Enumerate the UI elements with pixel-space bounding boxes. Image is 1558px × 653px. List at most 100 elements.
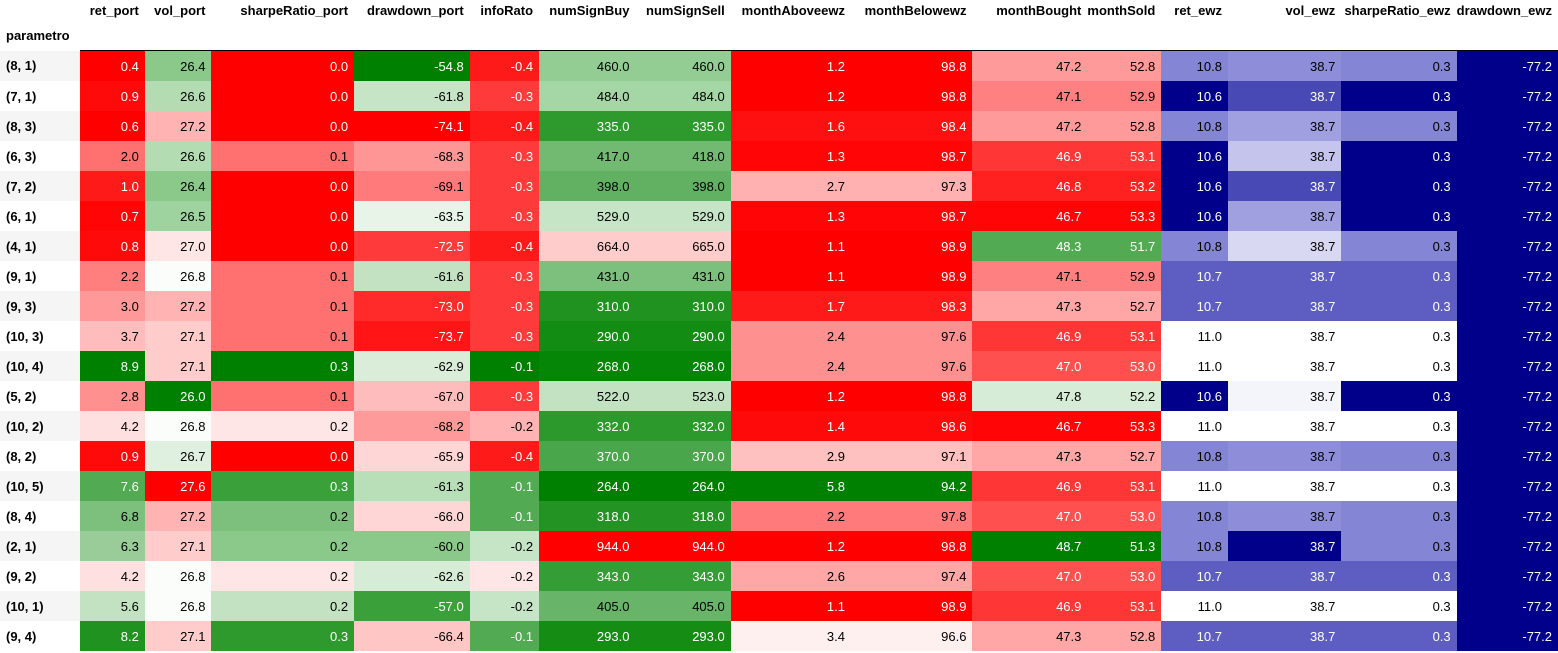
- cell-numSignBuy: 405.0: [539, 591, 636, 621]
- cell-numSignBuy: 268.0: [539, 351, 636, 381]
- column-header-drawdown_port: drawdown_port: [366, 2, 464, 18]
- cell-monthBought: 46.7: [972, 201, 1088, 231]
- cell-ret_ewz: 11.0: [1161, 351, 1228, 381]
- row-index-label: (7, 2): [0, 171, 81, 201]
- cell-monthSold: 53.0: [1087, 351, 1162, 381]
- cell-vol_ewz: 38.7: [1227, 171, 1342, 201]
- cell-numSignSell: 665.0: [635, 231, 731, 261]
- cell-drawdown_port: -62.9: [354, 351, 470, 381]
- cell-vol_ewz: 38.7: [1227, 81, 1342, 111]
- cell-ret_ewz: 10.7: [1161, 561, 1228, 591]
- cell-ret_port: 0.6: [80, 111, 145, 141]
- table-row: (6, 1) 0.7 26.5 0.0 -63.5 -0.3 529.0 529.0 1.3 98…: [0, 201, 1558, 231]
- table-row: (2, 1) 6.3 27.1 0.2 -60.0 -0.2 944.0 944.0 1.2 98…: [0, 531, 1558, 561]
- cell-monthBelowewz: 98.9: [850, 591, 973, 621]
- table-row: (10, 2) 4.2 26.8 0.2 -68.2 -0.2 332.0 332.0 1.4 9…: [0, 411, 1558, 441]
- column-header-infoRato: infoRato: [480, 2, 534, 18]
- cell-ret_port: 2.0: [80, 141, 145, 171]
- cell-vol_ewz: 38.7: [1227, 201, 1342, 231]
- cell-infoRato: -0.3: [469, 381, 540, 411]
- cell-sharpeRatio_port: 0.1: [211, 321, 355, 351]
- cell-monthBought: 47.2: [972, 111, 1088, 141]
- cell-monthSold: 53.1: [1087, 141, 1162, 171]
- cell-drawdown_ewz: -77.2: [1456, 171, 1558, 201]
- table-row: (8, 3) 0.6 27.2 0.0 -74.1 -0.4 335.0 335.0 1.6 98…: [0, 111, 1558, 141]
- cell-ret_port: 6.3: [80, 531, 145, 561]
- cell-numSignBuy: 431.0: [539, 261, 636, 291]
- cell-ret_ewz: 11.0: [1161, 471, 1228, 501]
- row-index-label: (6, 3): [0, 141, 81, 171]
- cell-sharpeRatio_ewz: 0.3: [1341, 501, 1457, 531]
- cell-sharpeRatio_port: 0.2: [211, 411, 355, 441]
- cell-drawdown_port: -68.2: [354, 411, 470, 441]
- cell-vol_ewz: 38.7: [1227, 501, 1342, 531]
- cell-drawdown_port: -73.0: [354, 291, 470, 321]
- cell-vol_ewz: 38.7: [1227, 411, 1342, 441]
- cell-vol_port: 26.7: [144, 441, 212, 471]
- cell-vol_ewz: 38.7: [1227, 261, 1342, 291]
- cell-ret_port: 0.9: [80, 441, 145, 471]
- cell-drawdown_ewz: -77.2: [1456, 141, 1558, 171]
- cell-ret_port: 2.2: [80, 261, 145, 291]
- cell-sharpeRatio_port: 0.0: [211, 441, 355, 471]
- cell-ret_port: 0.8: [80, 231, 145, 261]
- cell-numSignSell: 405.0: [635, 591, 731, 621]
- cell-numSignBuy: 332.0: [539, 411, 636, 441]
- cell-infoRato: -0.4: [469, 50, 540, 81]
- cell-monthAboveewz: 1.2: [730, 381, 851, 411]
- cell-drawdown_ewz: -77.2: [1456, 291, 1558, 321]
- cell-drawdown_ewz: -77.2: [1456, 50, 1558, 81]
- cell-infoRato: -0.3: [469, 291, 540, 321]
- cell-drawdown_ewz: -77.2: [1456, 81, 1558, 111]
- row-index-label: (7, 1): [0, 81, 81, 111]
- cell-vol_ewz: 38.7: [1227, 321, 1342, 351]
- table-row: (10, 4) 8.9 27.1 0.3 -62.9 -0.1 268.0 268.0 2.4 9…: [0, 351, 1558, 381]
- cell-ret_ewz: 11.0: [1161, 411, 1228, 441]
- table-body: (8, 1) 0.4 26.4 0.0 -54.8 -0.4 460.0 460.0 1.2 98…: [0, 50, 1558, 651]
- cell-drawdown_ewz: -77.2: [1456, 321, 1558, 351]
- cell-infoRato: -0.4: [469, 111, 540, 141]
- cell-monthAboveewz: 1.3: [730, 141, 851, 171]
- cell-sharpeRatio_ewz: 0.3: [1341, 531, 1457, 561]
- cell-monthSold: 51.7: [1087, 231, 1162, 261]
- cell-monthSold: 53.1: [1087, 471, 1162, 501]
- cell-sharpeRatio_port: 0.2: [211, 501, 355, 531]
- table-row: (10, 1) 5.6 26.8 0.2 -57.0 -0.2 405.0 405.0 1.1 9…: [0, 591, 1558, 621]
- column-header-sharpeRatio_ewz: sharpeRatio_ewz: [1344, 2, 1451, 18]
- cell-vol_port: 26.6: [144, 141, 212, 171]
- cell-monthBought: 48.7: [972, 531, 1088, 561]
- cell-monthAboveewz: 1.4: [730, 411, 851, 441]
- cell-ret_port: 4.2: [80, 561, 145, 591]
- cell-sharpeRatio_port: 0.0: [211, 231, 355, 261]
- cell-ret_ewz: 10.8: [1161, 50, 1228, 81]
- cell-vol_port: 26.8: [144, 261, 212, 291]
- cell-monthBelowewz: 97.6: [850, 321, 973, 351]
- cell-numSignBuy: 335.0: [539, 111, 636, 141]
- cell-vol_ewz: 38.7: [1227, 621, 1342, 651]
- column-header-vol_ewz: vol_ewz: [1285, 2, 1336, 18]
- cell-monthSold: 53.0: [1087, 501, 1162, 531]
- cell-infoRato: -0.3: [469, 171, 540, 201]
- cell-numSignSell: 529.0: [635, 201, 731, 231]
- cell-infoRato: -0.3: [469, 141, 540, 171]
- cell-monthBelowewz: 98.3: [850, 291, 973, 321]
- cell-monthBought: 48.3: [972, 231, 1088, 261]
- cell-ret_port: 3.7: [80, 321, 145, 351]
- cell-numSignSell: 332.0: [635, 411, 731, 441]
- cell-ret_ewz: 10.7: [1161, 291, 1228, 321]
- row-index-label: (10, 3): [0, 321, 81, 351]
- cell-monthSold: 53.1: [1087, 591, 1162, 621]
- cell-numSignSell: 484.0: [635, 81, 731, 111]
- cell-monthSold: 52.7: [1087, 441, 1162, 471]
- column-header-numSignBuy: numSignBuy: [549, 2, 630, 18]
- cell-vol_port: 26.0: [144, 381, 212, 411]
- cell-sharpeRatio_ewz: 0.3: [1341, 321, 1457, 351]
- cell-monthBelowewz: 98.8: [850, 531, 973, 561]
- cell-sharpeRatio_port: 0.1: [211, 141, 355, 171]
- cell-vol_port: 27.0: [144, 231, 212, 261]
- cell-sharpeRatio_port: 0.0: [211, 111, 355, 141]
- cell-infoRato: -0.2: [469, 561, 540, 591]
- cell-monthAboveewz: 1.1: [730, 261, 851, 291]
- cell-monthBelowewz: 98.7: [850, 141, 973, 171]
- cell-numSignBuy: 529.0: [539, 201, 636, 231]
